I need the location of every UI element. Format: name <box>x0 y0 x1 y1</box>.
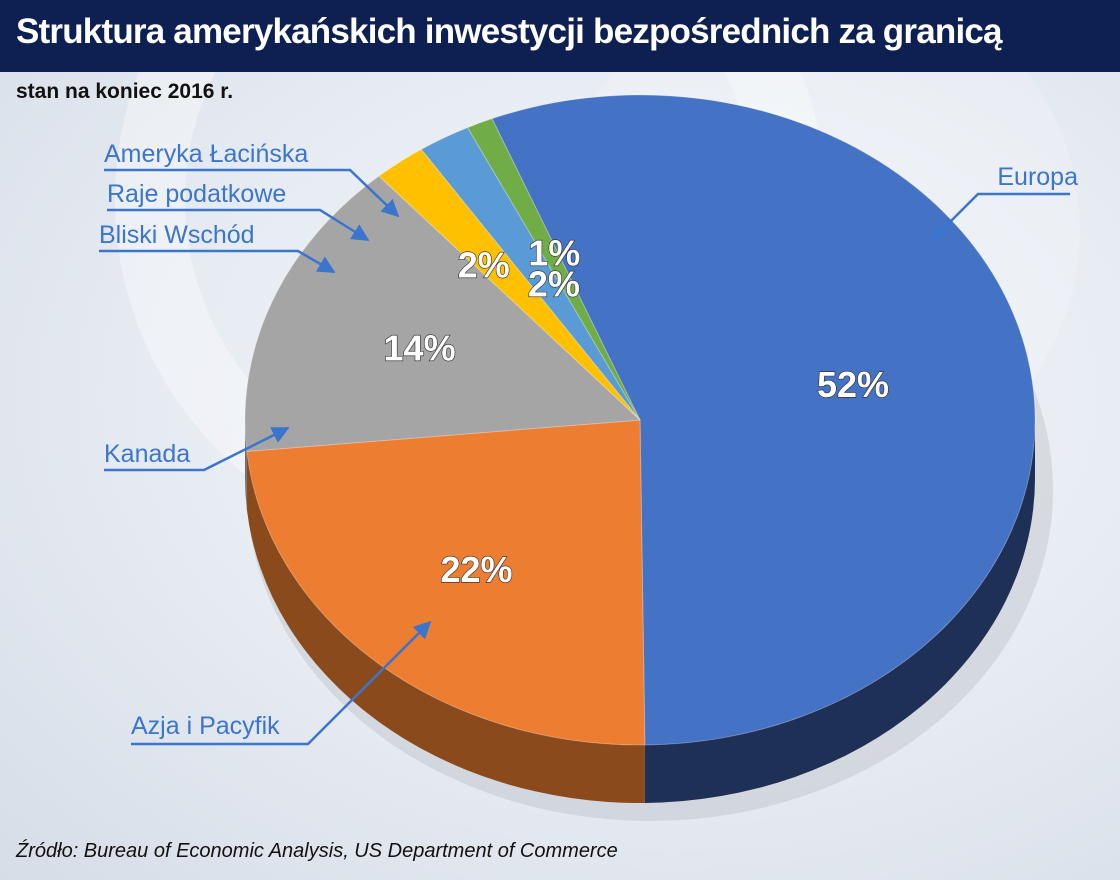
pct-label-raje-podatkowe: 2% <box>528 264 580 305</box>
source-note: Źródło: Bureau of Economic Analysis, US … <box>16 840 618 862</box>
pie-side-azja-i-pacyfik <box>246 451 645 803</box>
pct-label-kanada: 14% <box>384 327 456 368</box>
chart-subtitle: stan na koniec 2016 r. <box>16 80 234 103</box>
pie-slice-kanada <box>244 175 642 452</box>
pct-label-europa: 52% <box>817 364 889 405</box>
category-label-europa: Europa <box>997 163 1078 191</box>
category-label-bliski-wschod: Bliski Wschód <box>99 221 255 249</box>
callout-arrow-europa <box>930 192 1070 242</box>
title-bar: Struktura amerykańskich inwestycji bezpo… <box>0 0 1120 72</box>
category-label-kanada: Kanada <box>104 440 190 468</box>
pie-slice-azja-i-pacyfik <box>246 419 646 746</box>
callout-arrow-ameryka-lacinska <box>104 168 400 218</box>
pie-slice-ameryka-lacinska <box>466 118 641 421</box>
callout-arrow-raje-podatkowe <box>107 208 370 242</box>
chart-title: Struktura amerykańskich inwestycji bezpo… <box>16 12 1003 51</box>
pie-slice-europa <box>491 94 1036 746</box>
pie-side-kanada <box>245 420 247 510</box>
pct-label-azja-i-pacyfik: 22% <box>441 549 513 590</box>
callout-arrow-bliski-wschod <box>99 249 336 274</box>
pie-slice-bliski-wschod <box>378 148 641 421</box>
callout-arrow-azja-i-pacyfik <box>131 620 432 746</box>
pct-label-bliski-wschod: 2% <box>458 244 510 285</box>
category-label-ameryka-lacinska: Ameryka Łacińska <box>104 140 308 168</box>
category-label-raje-podatkowe: Raje podatkowe <box>107 180 286 208</box>
pie-slice-raje-podatkowe <box>420 126 641 421</box>
category-label-azja-i-pacyfik: Azja i Pacyfik <box>131 712 280 740</box>
pie-side-europa <box>644 420 1035 803</box>
pct-label-ameryka-lacinska: 1% <box>528 233 580 274</box>
callout-arrow-kanada <box>104 426 290 472</box>
